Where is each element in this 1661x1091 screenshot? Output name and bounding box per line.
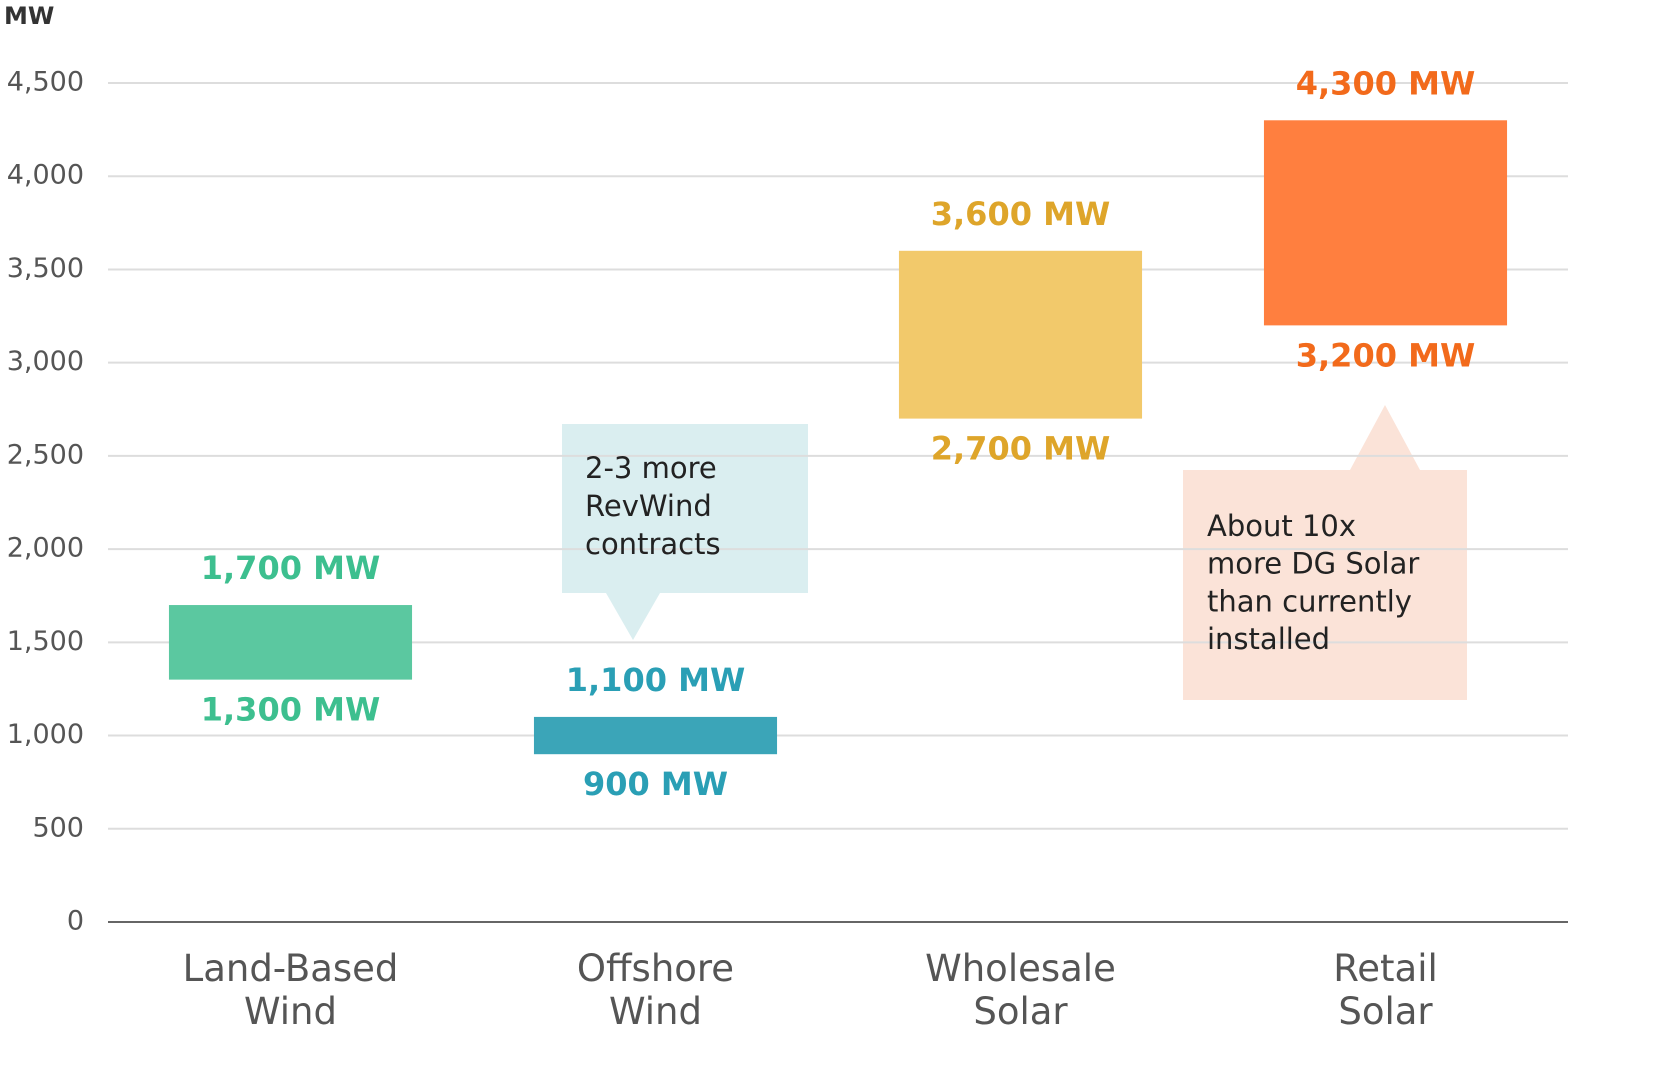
x-tick-label: Retail Solar (1333, 947, 1438, 1033)
low-label: 3,200 MW (1296, 336, 1476, 374)
annotation-text: 2-3 more (585, 451, 717, 485)
y-tick-label: 3,500 (7, 253, 84, 284)
x-tick-label: Wholesale Solar (925, 947, 1116, 1033)
annotation-text: RevWind (585, 489, 712, 523)
y-tick-label: 3,000 (7, 346, 84, 377)
annotation-text: About 10x (1207, 509, 1356, 543)
range-bar (898, 250, 1143, 419)
x-tick-label: Land-Based Wind (183, 947, 399, 1033)
y-axis-label: MW (4, 2, 54, 30)
high-label: 4,300 MW (1296, 64, 1476, 102)
low-label: 900 MW (583, 765, 728, 803)
annotation-text: than currently (1207, 584, 1412, 618)
y-tick-label: 0 (67, 906, 84, 937)
y-tick-label: 2,500 (7, 439, 84, 470)
callout-box (1183, 405, 1467, 700)
annotation-text: more DG Solar (1207, 547, 1419, 581)
callout-box (562, 424, 808, 640)
high-label: 1,700 MW (201, 549, 381, 587)
low-label: 2,700 MW (931, 430, 1111, 468)
high-label: 3,600 MW (931, 195, 1111, 233)
y-tick-label: 1,500 (7, 626, 84, 657)
annotation-text: contracts (585, 527, 721, 561)
y-tick-label: 4,000 (7, 160, 84, 191)
range-bar (168, 605, 413, 680)
y-tick-label: 1,000 (7, 719, 84, 750)
x-tick-label: Offshore Wind (577, 947, 734, 1033)
range-bar (1263, 120, 1508, 326)
high-label: 1,100 MW (566, 661, 746, 699)
y-tick-label: 500 (32, 812, 84, 843)
annotation-text: installed (1207, 622, 1330, 656)
y-tick-label: 4,500 (7, 67, 84, 98)
y-tick-label: 2,000 (7, 533, 84, 564)
range-bar (533, 716, 778, 755)
low-label: 1,300 MW (201, 691, 381, 729)
